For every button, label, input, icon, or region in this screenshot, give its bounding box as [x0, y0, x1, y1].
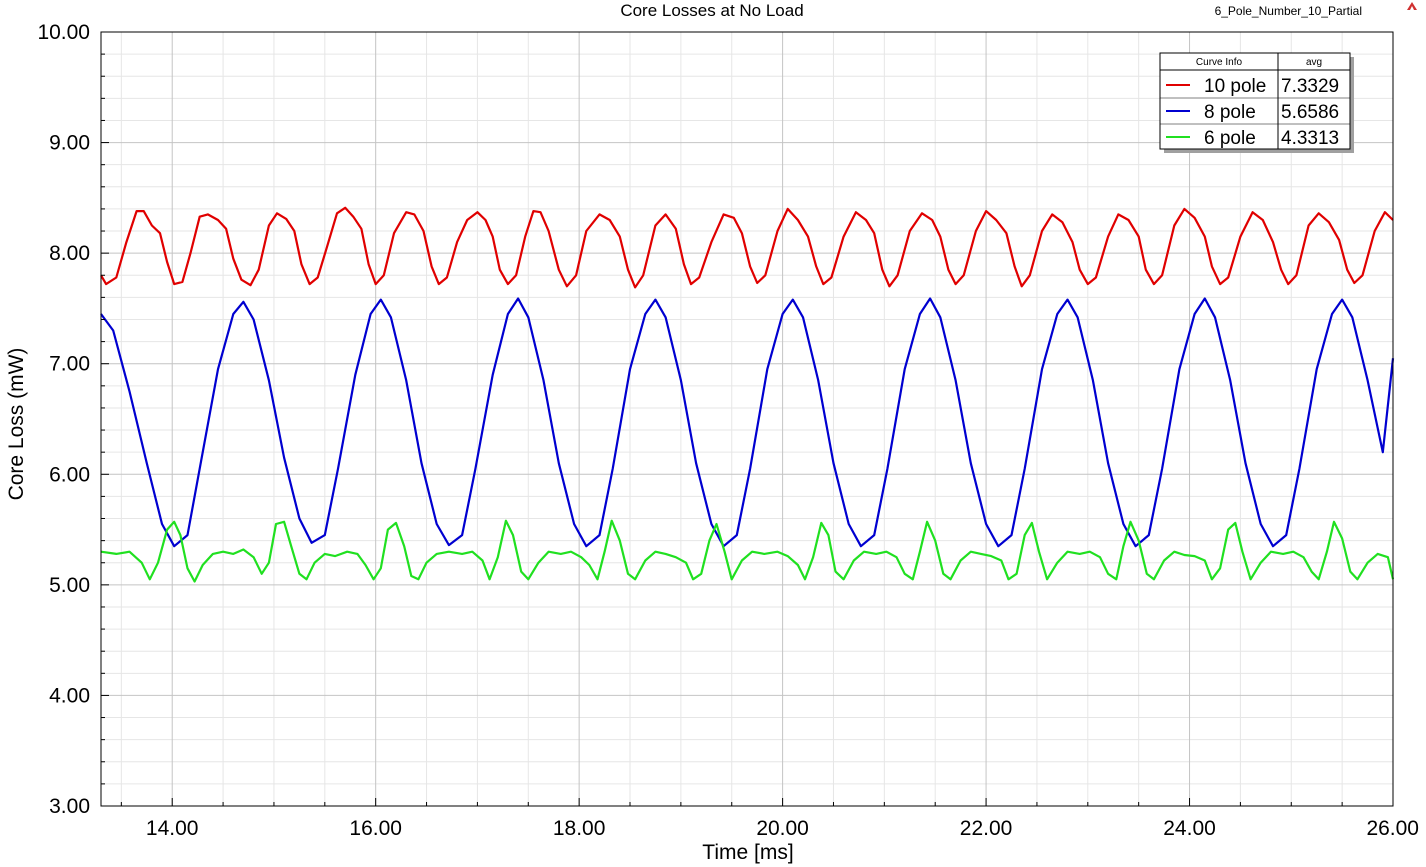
y-tick-labels: 3.00 4.00 5.00 6.00 7.00 8.00 9.00 10.00 [37, 21, 90, 818]
y-tick-label: 10.00 [37, 21, 90, 44]
y-tick-label: 7.00 [49, 353, 90, 376]
legend-series-name: 8 pole [1204, 102, 1256, 123]
plot-frame [100, 31, 1394, 807]
series-line-10-pole[interactable] [100, 206, 1394, 289]
axis-ticks [101, 31, 1394, 807]
y-axis-label: Core Loss (mW) [5, 348, 28, 501]
x-tick-labels: 14.00 16.00 18.00 20.00 22.00 24.00 26.00 [146, 817, 1419, 840]
x-axis-label: Time [ms] [702, 841, 793, 864]
legend-series-avg: 4.3313 [1281, 128, 1339, 149]
x-tick-label: 24.00 [1163, 817, 1216, 840]
legend-header-avg: avg [1306, 57, 1322, 68]
legend-series-name: 6 pole [1204, 128, 1256, 149]
y-tick-label: 8.00 [49, 242, 90, 265]
x-tick-label: 20.00 [756, 817, 809, 840]
legend-series-name: 10 pole [1204, 76, 1266, 97]
series-line-8-pole[interactable] [100, 297, 1395, 548]
x-tick-label: 16.00 [349, 817, 402, 840]
legend-header-curve-info: Curve Info [1196, 57, 1243, 68]
x-tick-label: 18.00 [553, 817, 606, 840]
x-tick-label: 14.00 [146, 817, 199, 840]
y-tick-label: 6.00 [49, 463, 90, 486]
project-name: 6_Pole_Number_10_Partial [1215, 4, 1362, 18]
y-tick-label: 3.00 [49, 795, 90, 818]
series-line-6-pole[interactable] [100, 519, 1395, 583]
legend-series-avg: 7.3329 [1281, 76, 1339, 97]
ansys-logo-icon [1407, 2, 1417, 10]
y-tick-label: 4.00 [49, 684, 90, 707]
x-tick-label: 22.00 [960, 817, 1013, 840]
y-tick-label: 5.00 [49, 574, 90, 597]
series-layer [100, 206, 1395, 583]
y-tick-label: 9.00 [49, 132, 90, 155]
legend[interactable]: Curve Info avg 10 pole 7.3329 8 pole 5.6586… [1159, 52, 1354, 153]
chart-title: Core Losses at No Load [620, 1, 803, 20]
legend-rows: 10 pole 7.3329 8 pole 5.6586 6 pole 4.3313 [1160, 76, 1350, 149]
legend-series-avg: 5.6586 [1281, 102, 1339, 123]
x-tick-label: 26.00 [1366, 817, 1419, 840]
plot-area [101, 32, 1393, 806]
